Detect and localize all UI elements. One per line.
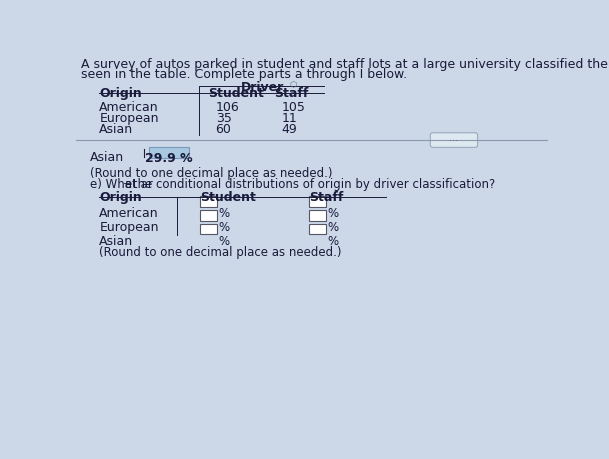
- Text: 35: 35: [216, 112, 231, 125]
- Text: %: %: [327, 207, 339, 219]
- Text: %: %: [327, 220, 339, 233]
- Text: 49: 49: [281, 123, 297, 136]
- Text: 60: 60: [216, 123, 231, 136]
- Text: (Round to one decimal place as needed.): (Round to one decimal place as needed.): [90, 167, 333, 179]
- Text: American: American: [99, 207, 159, 219]
- Text: ···: ···: [449, 135, 458, 146]
- Text: ⬡: ⬡: [289, 80, 297, 90]
- Text: (Round to one decimal place as needed.): (Round to one decimal place as needed.): [99, 246, 342, 258]
- Text: %: %: [219, 220, 230, 233]
- Text: European: European: [99, 112, 159, 125]
- FancyBboxPatch shape: [309, 210, 326, 221]
- Text: %: %: [219, 207, 230, 219]
- Text: seen in the table. Complete parts a through I below.: seen in the table. Complete parts a thro…: [81, 68, 407, 81]
- Text: %: %: [327, 234, 339, 247]
- FancyBboxPatch shape: [200, 196, 217, 207]
- Text: 11: 11: [281, 112, 297, 125]
- Text: e) What ar: e) What ar: [90, 178, 153, 191]
- Text: ·: ·: [225, 205, 228, 215]
- Text: A survey of autos parked in student and staff lots at a large university classif: A survey of autos parked in student and …: [81, 57, 609, 70]
- FancyBboxPatch shape: [431, 134, 477, 148]
- Text: Asian: Asian: [90, 151, 124, 164]
- Text: Origin: Origin: [99, 191, 142, 204]
- FancyBboxPatch shape: [149, 148, 189, 159]
- FancyBboxPatch shape: [200, 210, 217, 221]
- Text: 106: 106: [216, 101, 239, 114]
- Text: 29.9 %: 29.9 %: [146, 152, 193, 165]
- Text: 105: 105: [281, 101, 305, 114]
- FancyBboxPatch shape: [309, 196, 326, 207]
- Text: Asian: Asian: [99, 123, 133, 136]
- Text: American: American: [99, 101, 159, 114]
- Text: Driver: Driver: [241, 80, 284, 93]
- Text: European: European: [99, 220, 159, 233]
- Text: Origin: Origin: [99, 87, 142, 100]
- Text: Student: Student: [200, 191, 256, 204]
- Text: Staff: Staff: [274, 87, 308, 100]
- Text: ·: ·: [225, 219, 228, 229]
- Text: e: e: [124, 178, 132, 191]
- FancyBboxPatch shape: [200, 224, 217, 235]
- Text: %: %: [219, 234, 230, 247]
- Text: Asian: Asian: [99, 234, 133, 247]
- FancyBboxPatch shape: [309, 224, 326, 235]
- Text: the conditional distributions of origin by driver classification?: the conditional distributions of origin …: [128, 178, 495, 191]
- Text: Staff: Staff: [309, 191, 343, 204]
- Text: Student: Student: [208, 87, 264, 100]
- Text: ·: ·: [225, 233, 228, 242]
